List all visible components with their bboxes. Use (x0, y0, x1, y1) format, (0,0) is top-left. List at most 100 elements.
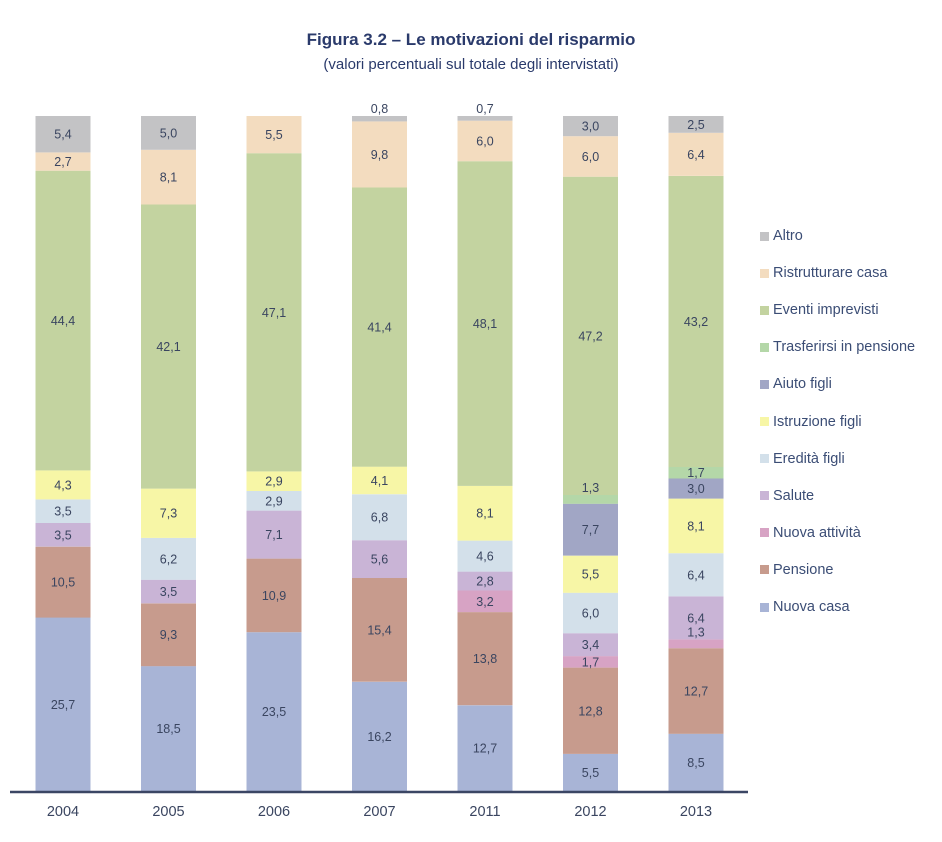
data-label: 3,0 (582, 120, 599, 134)
legend-item: Istruzione figli (760, 412, 862, 432)
legend-item: Ristrutturare casa (760, 263, 887, 283)
legend-label: Eventi imprevisti (773, 302, 879, 319)
legend-label: Eredità figli (773, 450, 845, 467)
data-label: 10,5 (51, 576, 75, 590)
bar-segment-ristrutturare-casa-2011 (457, 120, 513, 162)
legend-label: Salute (773, 487, 815, 504)
data-label: 47,2 (578, 329, 602, 343)
bar-segment-nuova-attivit--2013 (668, 639, 724, 649)
bar-segment-aiuto-figli-2012 (563, 503, 618, 556)
bar-segment-eventi-imprevisti-2011 (457, 161, 513, 486)
data-label: 6,2 (160, 552, 177, 566)
legend-item: Nuova casa (760, 597, 850, 617)
data-label: 6,8 (371, 511, 388, 525)
data-label: 7,1 (265, 528, 282, 542)
legend-swatch (760, 565, 769, 575)
bar-segment-eventi-imprevisti-2006 (246, 153, 302, 472)
bar-segment-eredit-figli-2013 (668, 553, 724, 597)
data-label: 23,5 (262, 705, 286, 719)
bar-segment-pensione-2012 (563, 667, 618, 754)
data-label: 3,2 (476, 595, 493, 609)
bar-segment-nuova-attivit--2011 (457, 590, 513, 613)
data-label: 5,0 (160, 126, 177, 140)
data-label: 12,7 (684, 685, 708, 699)
bar-segment-altro-2012 (563, 116, 618, 137)
data-label: 4,1 (371, 474, 388, 488)
x-tick-label: 2007 (363, 804, 395, 820)
bar-segment-nuova-casa-2013 (668, 733, 724, 791)
bar-segment-pensione-2007 (352, 577, 407, 682)
data-label: 48,1 (473, 317, 497, 331)
legend-swatch (760, 231, 769, 241)
x-axis: 2004 2005 2006 2007 2011 2012 2013 (10, 790, 748, 820)
data-label: 4,3 (54, 478, 71, 492)
data-label: 3,5 (160, 585, 177, 599)
data-label: 8,5 (687, 756, 704, 770)
legend-item: Eredità figli (760, 449, 845, 469)
bar-segment-altro-2005 (141, 116, 196, 150)
bar-segment-trasferirsi-in-pensione-2012 (563, 495, 618, 504)
data-label: 16,2 (367, 730, 391, 744)
bar-segment-altro-2004 (35, 116, 91, 153)
bar-segment-eredit-figli-2005 (141, 537, 196, 580)
x-tick-label: 2011 (469, 804, 500, 820)
legend-label: Aiuto figli (773, 376, 832, 393)
legend-label: Ristrutturare casa (773, 265, 888, 282)
x-tick-label: 2012 (574, 804, 606, 820)
data-label: 25,7 (51, 698, 75, 712)
bar-segment-eventi-imprevisti-2005 (141, 204, 196, 489)
bar-segment-ristrutturare-casa-2013 (668, 132, 724, 176)
legend-item: Aiuto figli (760, 374, 832, 394)
data-label: 44,4 (51, 314, 75, 328)
data-label: 1,3 (687, 625, 704, 639)
data-label: 2,9 (265, 494, 282, 508)
legend-label: Trasferirsi in pensione (773, 339, 916, 356)
chart-subtitle: (valori percentuali sul totale degli int… (323, 56, 619, 73)
data-label: 5,5 (582, 766, 599, 780)
bar-segment-istruzione-figli-2005 (141, 488, 196, 538)
bars-group (35, 116, 724, 791)
bar-segment-pensione-2013 (668, 648, 724, 734)
data-label: 7,7 (582, 523, 599, 537)
data-label: 3,0 (687, 482, 704, 496)
legend-label: Nuova casa (773, 599, 850, 615)
legend-item: Altro (760, 226, 803, 246)
legend-swatch (760, 268, 769, 278)
data-label: 0,7 (476, 102, 493, 116)
bar-segment-eredit-figli-2004 (35, 499, 91, 523)
chart-title: Figura 3.2 – Le motivazioni del risparmi… (306, 30, 636, 49)
x-tick-label: 2004 (47, 804, 79, 820)
data-label: 13,8 (473, 652, 497, 666)
data-label: 9,3 (160, 628, 177, 642)
legend-swatch (760, 528, 769, 538)
bar-segment-altro-2011 (457, 116, 513, 121)
bar-segment-salute-2012 (563, 633, 618, 657)
data-label: 12,7 (473, 742, 497, 756)
bar-segment-eredit-figli-2012 (563, 592, 618, 634)
bar-segment-istruzione-figli-2012 (563, 555, 618, 593)
x-tick-label: 2006 (258, 804, 290, 820)
data-label: 3,5 (54, 505, 71, 519)
bar-segment-ristrutturare-casa-2012 (563, 136, 618, 177)
data-label: 4,6 (476, 550, 493, 564)
data-label: 18,5 (156, 722, 180, 736)
bar-segment-eredit-figli-2007 (352, 494, 407, 541)
data-label: 6,0 (476, 135, 493, 149)
bar-segment-istruzione-figli-2004 (35, 470, 91, 500)
data-label: 3,5 (54, 528, 71, 542)
bar-segment-ristrutturare-casa-2007 (352, 121, 407, 188)
legend-swatch (760, 417, 769, 426)
bar-segment-salute-2004 (35, 523, 91, 547)
legend-label: Istruzione figli (773, 413, 862, 430)
bar-segment-nuova-casa-2004 (35, 617, 91, 791)
data-label: 5,5 (582, 568, 599, 582)
value-labels-group: 25,7 10,5 3,5 3,5 4,3 44,4 2,7 5,4 18,5 9,3 3,5 6,2… (51, 102, 708, 780)
legend-item: Nuova attività (760, 523, 861, 543)
data-label: 41,4 (367, 321, 391, 335)
data-label: 1,3 (582, 481, 599, 495)
data-label: 8,1 (476, 507, 493, 521)
data-label: 5,6 (371, 553, 388, 567)
legend-label: Altro (773, 228, 803, 244)
bar-segment-nuova-attivit--2012 (563, 656, 618, 668)
